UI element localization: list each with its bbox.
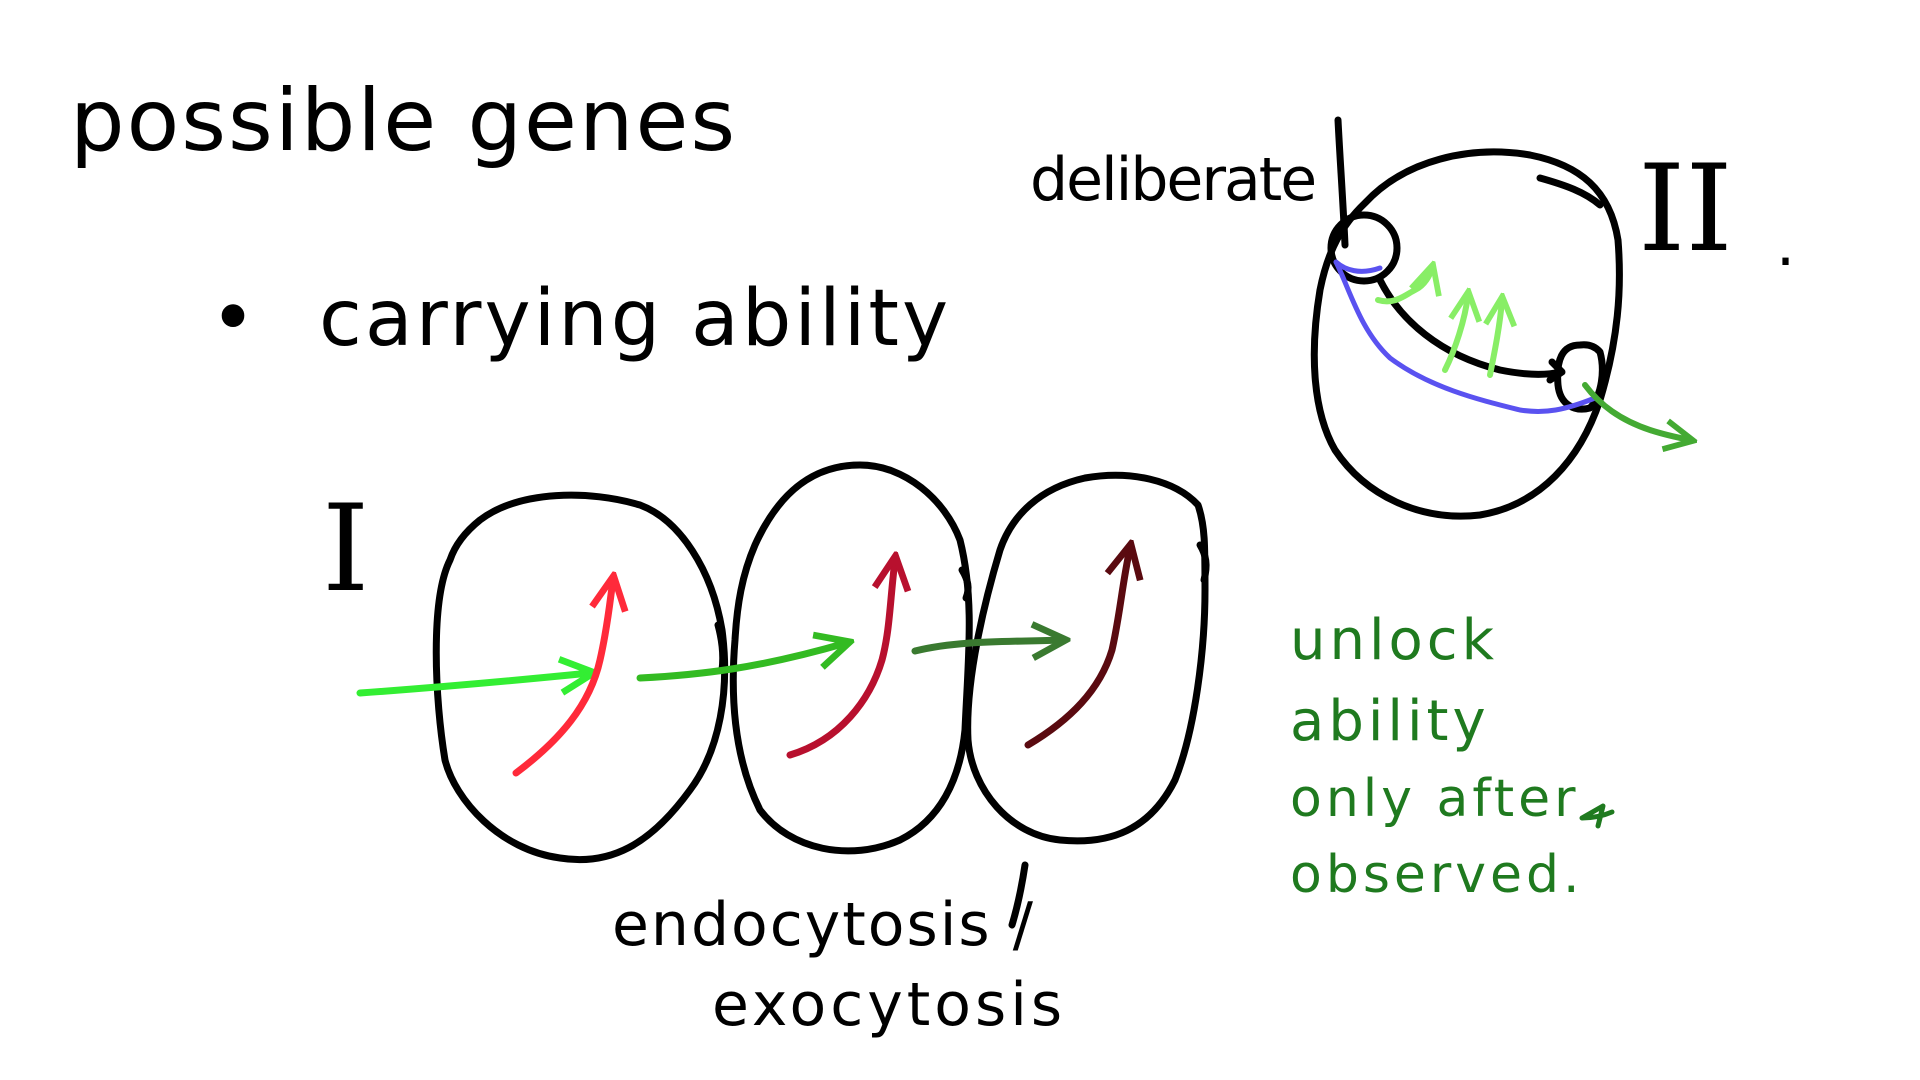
note-line-2: ability — [1290, 689, 1490, 755]
purple-channel — [1333, 259, 1598, 414]
red-arrow-2 — [786, 560, 895, 759]
cell-two — [729, 461, 973, 855]
purple-channel-entry — [1333, 259, 1383, 274]
bullet-text: carrying ability — [319, 274, 952, 364]
light-green-arrow-1 — [1375, 268, 1432, 305]
cell-three — [964, 471, 1209, 845]
note-line-4: observed. — [1290, 844, 1584, 905]
light-green-arrow-3 — [1490, 300, 1502, 378]
diagram-two-label: II — [1638, 140, 1733, 279]
top-edge-stroke — [1536, 174, 1604, 209]
bullet-marker: • — [210, 274, 260, 364]
cell-edge-tick — [1196, 541, 1210, 584]
cell-one — [432, 491, 729, 864]
deliberate-label: deliberate — [1030, 145, 1317, 215]
light-green-arrow-2 — [1442, 295, 1468, 373]
diagram-two — [1310, 116, 1690, 520]
cell-junction-one — [714, 621, 727, 674]
green-arrow-2 — [636, 643, 846, 682]
bullet-item: • carrying ability — [210, 280, 951, 358]
black-channel — [1376, 276, 1566, 384]
caption-slash — [1008, 861, 1029, 929]
red-arrow-1 — [512, 580, 613, 777]
diagram-two-label-dot: . — [1776, 210, 1796, 280]
page-title: possible genes — [70, 71, 738, 171]
green-arrow-1 — [356, 673, 590, 697]
diagram-one-label: I — [322, 480, 370, 619]
note-line-1: unlock — [1290, 608, 1499, 673]
caption-endocytosis: endocytosis / — [612, 890, 1035, 960]
entry-pore — [1327, 211, 1401, 285]
cell-junction-two — [958, 566, 972, 602]
deliberate-pointer-line — [1334, 116, 1349, 249]
caption-exocytosis: exocytosis — [712, 970, 1067, 1040]
red-arrow-3 — [1024, 548, 1130, 749]
green-arrow-3 — [911, 640, 1062, 651]
cell-outline — [1310, 148, 1623, 520]
outflow-green-arrow — [1582, 382, 1690, 440]
unlock-note: unlock ability only after observed. — [1290, 600, 1584, 913]
diagram-one — [432, 461, 1210, 864]
note-pointer-arrow — [1579, 803, 1615, 829]
note-line-3: only after — [1290, 769, 1580, 830]
diagram-one-arrows — [356, 548, 1130, 777]
